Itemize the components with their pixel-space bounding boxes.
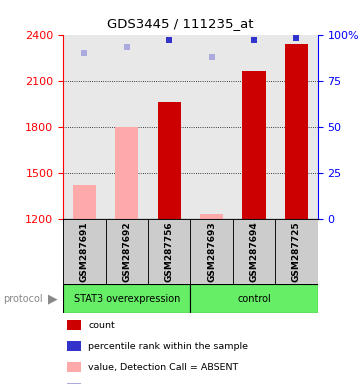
Text: GSM287691: GSM287691 [80,221,89,282]
Bar [233,219,275,284]
Text: GSM287756: GSM287756 [165,221,174,282]
Text: protocol: protocol [4,293,43,304]
Text: control: control [237,293,271,304]
Bar [105,219,148,284]
Bar [73,185,96,219]
Text: GSM287693: GSM287693 [207,221,216,282]
Text: GSM287725: GSM287725 [292,221,301,282]
Bar [63,284,190,313]
Text: GSM287692: GSM287692 [122,221,131,282]
Bar [190,219,233,284]
Bar [285,44,308,219]
Bar [115,127,139,219]
Text: count: count [88,321,115,330]
Bar [242,71,266,219]
Text: ▶: ▶ [48,292,57,305]
Text: GSM287694: GSM287694 [249,221,258,282]
Text: value, Detection Call = ABSENT: value, Detection Call = ABSENT [88,363,239,372]
Bar [200,214,223,219]
Bar [63,219,105,284]
Text: GDS3445 / 111235_at: GDS3445 / 111235_at [107,17,254,30]
Text: percentile rank within the sample: percentile rank within the sample [88,342,248,351]
Bar [157,102,181,219]
Text: STAT3 overexpression: STAT3 overexpression [74,293,180,304]
Bar [190,284,318,313]
Bar [148,219,191,284]
Bar [275,219,318,284]
